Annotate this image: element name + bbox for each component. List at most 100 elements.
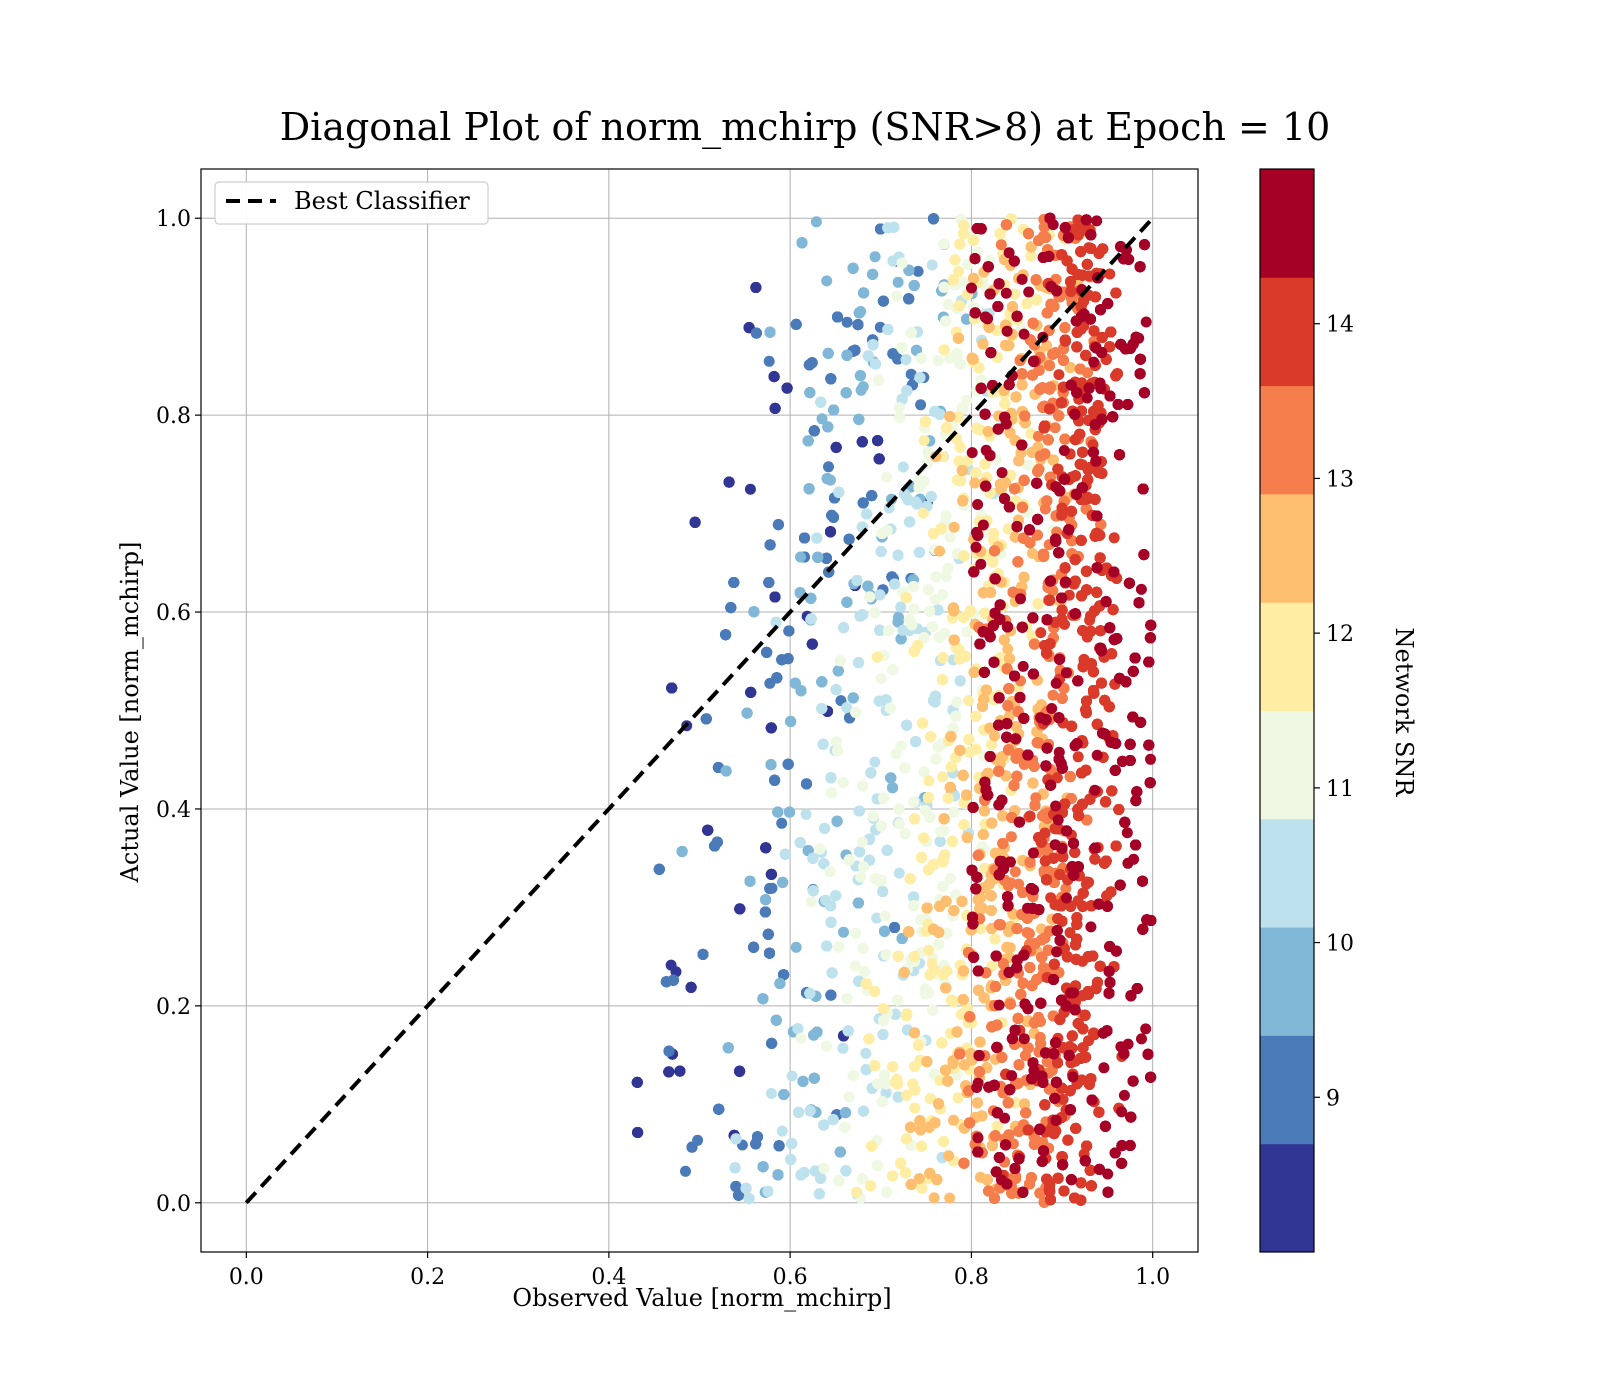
scatter-point xyxy=(702,824,714,836)
scatter-point xyxy=(858,287,870,299)
scatter-point xyxy=(850,706,862,718)
scatter-point xyxy=(676,846,688,857)
scatter-point xyxy=(764,947,775,959)
scatter-point xyxy=(933,938,945,950)
scatter-point xyxy=(750,1138,762,1150)
scatter-points xyxy=(631,212,1157,1208)
scatter-point xyxy=(772,519,784,531)
scatter-point xyxy=(722,1042,734,1054)
scatter-point xyxy=(825,526,836,538)
scatter-point xyxy=(762,1185,774,1197)
scatter-point xyxy=(632,1127,644,1138)
scatter-point xyxy=(899,828,911,840)
scatter-point xyxy=(776,1125,788,1137)
scatter-point xyxy=(876,1096,888,1108)
scatter-point xyxy=(963,695,975,707)
scatter-point xyxy=(879,910,891,922)
scatter-point xyxy=(942,298,954,310)
scatter-point xyxy=(838,926,849,938)
scatter-point xyxy=(833,486,845,498)
scatter-point xyxy=(885,772,897,784)
scatter-point xyxy=(928,213,939,225)
scatter-point xyxy=(728,577,740,588)
scatter-point xyxy=(873,453,885,465)
scatter-point xyxy=(948,806,960,818)
scatter-point xyxy=(813,1188,825,1200)
scatter-point xyxy=(825,900,837,912)
scatter-point xyxy=(922,584,934,596)
scatter-point xyxy=(725,602,737,614)
scatter-point xyxy=(840,387,852,399)
scatter-point xyxy=(940,315,952,327)
scatter-point xyxy=(814,843,826,855)
scatter-point xyxy=(910,736,922,748)
scatter-point xyxy=(786,1138,798,1150)
scatter-point xyxy=(871,651,883,663)
scatter-point xyxy=(930,753,942,765)
scatter-point xyxy=(855,871,867,883)
scatter-point xyxy=(882,324,894,335)
scatter-point xyxy=(853,413,865,425)
scatter-point xyxy=(784,806,795,818)
scatter-point xyxy=(777,876,789,888)
scatter-point xyxy=(899,762,911,774)
scatter-point xyxy=(795,1032,807,1044)
scatter-point xyxy=(750,327,762,339)
scatter-point xyxy=(805,613,817,625)
scatter-point xyxy=(840,1165,852,1177)
scatter-point xyxy=(783,625,795,637)
scatter-point xyxy=(877,1029,889,1040)
scatter-point xyxy=(790,941,802,953)
scatter-point xyxy=(804,387,816,399)
scatter-point xyxy=(903,293,915,305)
scatter-point xyxy=(866,490,878,502)
scatter-point xyxy=(881,1186,892,1198)
scatter-point xyxy=(932,741,944,753)
scatter-point xyxy=(941,422,953,434)
scatter-point xyxy=(1022,459,1034,471)
scatter-point xyxy=(808,1029,820,1041)
scatter-point xyxy=(929,593,941,605)
scatter-point xyxy=(773,1140,785,1152)
scatter-point xyxy=(894,412,906,424)
scatter-point xyxy=(825,373,837,385)
scatter-point xyxy=(934,408,946,420)
scatter-point xyxy=(875,820,887,832)
scatter-point xyxy=(831,815,843,827)
scatter-point xyxy=(838,622,850,634)
scatter-point xyxy=(853,657,864,669)
scatter-point xyxy=(867,268,879,280)
scatter-point xyxy=(872,1160,884,1172)
scatter-point xyxy=(916,852,927,863)
scatter-point xyxy=(852,897,864,909)
scatter-point xyxy=(872,435,884,447)
scatter-point xyxy=(847,1070,859,1082)
scatter-point xyxy=(837,777,849,789)
scatter-point xyxy=(786,1070,798,1082)
scatter-point xyxy=(801,778,812,790)
scatter-point xyxy=(723,476,735,488)
scatter-point xyxy=(680,1165,691,1177)
scatter-point xyxy=(795,551,806,563)
scatter-point xyxy=(989,933,1001,945)
scatter-point xyxy=(873,374,885,386)
scatter-point xyxy=(744,875,756,887)
scatter-point xyxy=(896,257,908,269)
scatter-point xyxy=(862,350,874,362)
scatter-point xyxy=(865,767,877,779)
scatter-point xyxy=(770,1014,782,1026)
scatter-point xyxy=(803,483,815,495)
scatter-point xyxy=(781,382,793,394)
scatter-point xyxy=(825,772,837,784)
scatter-point xyxy=(901,385,913,397)
scatter-point xyxy=(869,607,881,619)
scatter-point xyxy=(877,1003,889,1015)
scatter-point xyxy=(946,835,958,847)
scatter-point xyxy=(795,685,807,697)
scatter-point xyxy=(825,989,837,1001)
scatter-point xyxy=(734,1065,746,1077)
scatter-point xyxy=(764,883,776,894)
scatter-point xyxy=(861,508,873,520)
scatter-point xyxy=(819,822,831,834)
